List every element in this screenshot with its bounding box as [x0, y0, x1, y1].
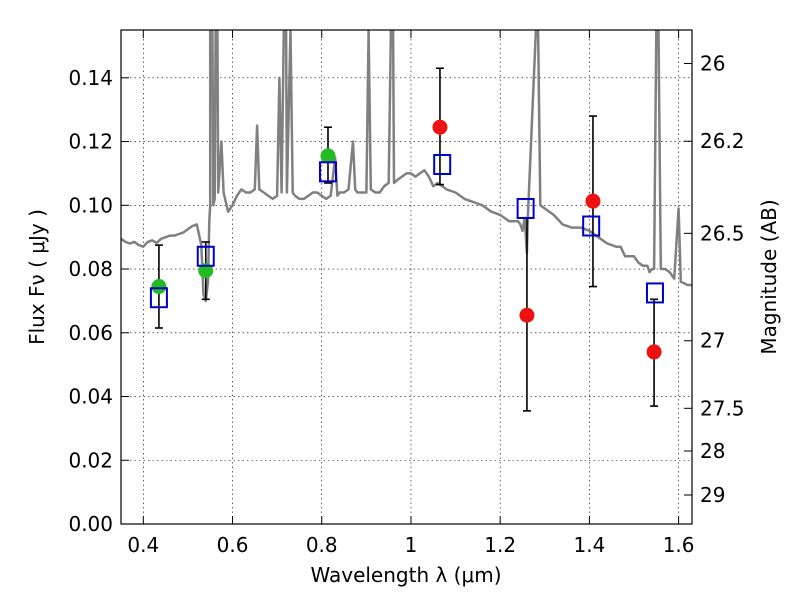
- mag-tick-label: 29: [700, 483, 725, 507]
- model-photometry-point: [433, 153, 452, 175]
- observed-point: [646, 344, 662, 360]
- observed-point: [585, 193, 601, 209]
- axis-ticks: 0.4 0.6 0.8 1 1.2 1.4 1.6 0.00 0.02 0.04 0.06 0.08 0…: [68, 30, 745, 557]
- mag-tick-label: 26.2: [700, 129, 745, 153]
- y-tick-label: 0.14: [68, 66, 113, 90]
- y-tick-label: 0.06: [68, 321, 113, 345]
- x-tick-label: 0.8: [306, 533, 338, 557]
- y-tick-label: 0.02: [68, 448, 113, 472]
- y-axis-label: Flux Fν ( μJy ): [25, 209, 49, 345]
- observed-point: [519, 307, 535, 323]
- y-tick-label: 0.04: [68, 385, 113, 409]
- mag-tick-label: 27: [700, 329, 725, 353]
- data-points: [149, 67, 664, 412]
- y-tick-label: 0.10: [68, 193, 113, 217]
- mag-tick-label: 26.5: [700, 221, 745, 245]
- model-photometry-point: [318, 161, 337, 183]
- model-photometry-point: [645, 282, 664, 304]
- observed-point: [432, 119, 448, 135]
- mag-tick-label: 26: [700, 51, 725, 75]
- mag-tick-label: 28: [700, 439, 725, 463]
- observed-point: [198, 263, 214, 279]
- model-photometry-point: [196, 245, 215, 267]
- y-tick-label: 0.08: [68, 257, 113, 281]
- x-tick-label: 1.6: [663, 533, 695, 557]
- x-tick-label: 1.2: [484, 533, 516, 557]
- x-tick-label: 0.6: [217, 533, 249, 557]
- model-photometry-point: [582, 215, 601, 237]
- mag-tick-label: 27.5: [700, 396, 745, 420]
- x-tick-label: 1: [405, 533, 418, 557]
- model-sed-line: [121, 30, 692, 303]
- model-sed-curve: [121, 30, 692, 303]
- model-photometry-point: [149, 287, 168, 309]
- x-axis-label: Wavelength λ (μm): [310, 563, 501, 587]
- observed-point: [320, 148, 336, 164]
- y-axis-right-label: Magnitude (AB): [757, 199, 781, 354]
- y-tick-label: 0.00: [68, 512, 113, 536]
- y-tick-label: 0.12: [68, 130, 113, 154]
- model-photometry-point: [516, 197, 535, 219]
- x-tick-label: 1.4: [573, 533, 605, 557]
- observed-point: [151, 279, 167, 295]
- plot-frame: [120, 29, 693, 525]
- x-tick-label: 0.4: [127, 533, 159, 557]
